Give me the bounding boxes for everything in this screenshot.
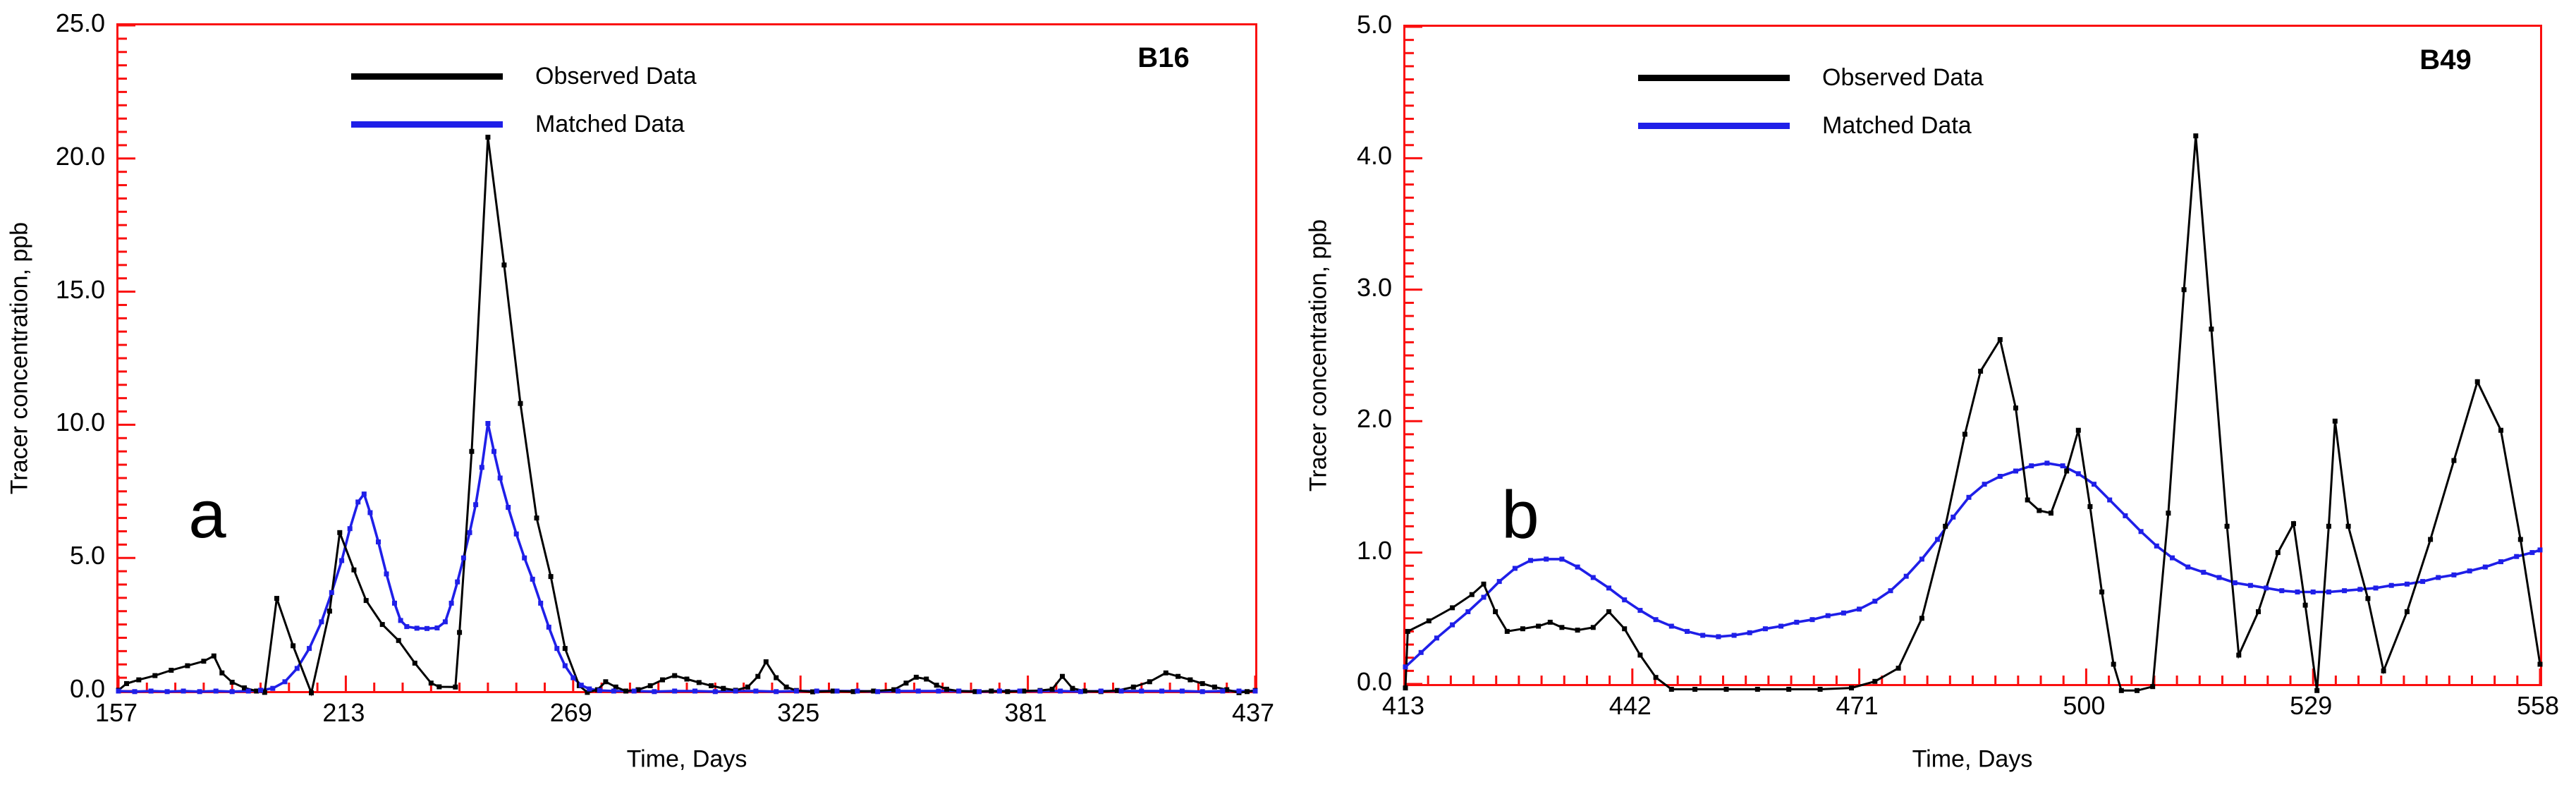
y-tick-label: 3.0 [1356, 272, 1392, 302]
y-tick-label: 15.0 [55, 274, 105, 304]
x-axis-title: Time, Days [626, 745, 747, 773]
y-tick-label: 25.0 [55, 8, 105, 37]
observed-line-swatch [1638, 74, 1790, 81]
x-tick-label: 381 [1004, 698, 1047, 727]
y-tick-label: 4.0 [1356, 141, 1392, 171]
x-tick-label: 437 [1231, 698, 1275, 727]
x-tick-label: 471 [1836, 691, 1879, 720]
y-tick-label: 0.0 [1356, 667, 1392, 696]
x-tick-label: 529 [2290, 691, 2333, 720]
panel-letter: b [1501, 477, 1539, 553]
station-label: B49 [2419, 44, 2472, 75]
y-tick-label: 5.0 [1356, 10, 1392, 39]
legend-label: Observed Data [535, 62, 697, 90]
series-plot [116, 24, 1258, 697]
observed-line-swatch [351, 73, 503, 80]
station-label: B16 [1137, 42, 1190, 73]
matched-line-swatch [351, 121, 503, 128]
chart-panel-b16: Observed Data Matched Data B16 a Time, D… [6, 8, 1275, 773]
x-tick-label: 325 [777, 698, 820, 727]
y-axis-title: Tracer concentration, ppb [1305, 219, 1332, 492]
panel-letter: a [188, 477, 226, 552]
x-tick-label: 413 [1381, 691, 1425, 720]
legend-label: Observed Data [1822, 63, 1984, 91]
plot-area: Observed Data Matched Data [1403, 25, 2543, 693]
x-tick-label: 157 [94, 698, 138, 727]
x-tick-label: 269 [549, 698, 592, 727]
x-tick-label: 442 [1609, 691, 1652, 720]
x-tick-label: 213 [322, 698, 365, 727]
y-tick-label: 5.0 [69, 541, 105, 570]
chart-panel-b49: Observed Data Matched Data B49 b Time, D… [1288, 0, 2576, 794]
x-tick-label: 558 [2516, 691, 2560, 720]
series-plot [1403, 25, 2543, 693]
legend-item-matched: Matched Data [1638, 110, 1972, 141]
y-tick-label: 10.0 [55, 408, 105, 437]
matched-line-swatch [1638, 122, 1790, 129]
y-tick-label: 20.0 [55, 141, 105, 171]
y-tick-label: 0.0 [69, 674, 105, 703]
plot-area: Observed Data Matched Data [116, 23, 1258, 697]
legend-label: Matched Data [1822, 111, 1972, 139]
x-tick-label: 500 [2063, 691, 2106, 720]
y-tick-label: 1.0 [1356, 535, 1392, 565]
y-tick-label: 2.0 [1356, 404, 1392, 434]
legend-label: Matched Data [535, 110, 685, 138]
y-axis-title: Tracer concentration, ppb [6, 221, 33, 495]
x-axis-title: Time, Days [1912, 745, 2033, 773]
legend-item-matched: Matched Data [351, 109, 685, 140]
legend-item-observed: Observed Data [351, 61, 697, 92]
legend-item-observed: Observed Data [1638, 62, 1984, 93]
